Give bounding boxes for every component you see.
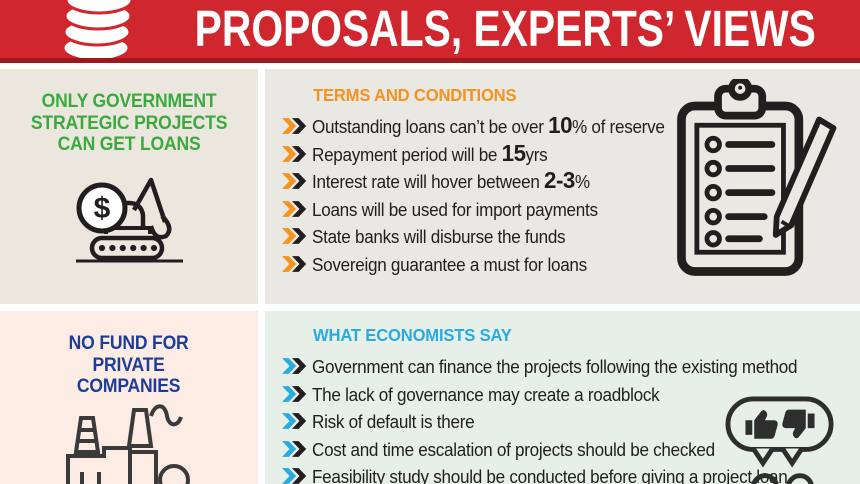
bullet-text: Interest rate will hover between 2-3% (312, 167, 590, 193)
no-fund-heading: NO FUND FOR PRIVATE COMPANIES (69, 332, 189, 397)
header-banner: PROPOSALS, EXPERTS’ VIEWS (0, 0, 860, 63)
double-chevron-icon (282, 466, 312, 484)
economists-bullet-item: Government can finance the projects foll… (282, 352, 860, 380)
section-strategic-projects: ONLY GOVERNMENT STRATEGIC PROJECTS CAN G… (0, 69, 258, 304)
double-chevron-icon (282, 116, 312, 144)
terms-bullet-list: Outstanding loans can’t be over 10% of r… (282, 112, 860, 277)
excavator-dollar-icon: $ (72, 170, 187, 270)
coin-stack-icon (56, 0, 148, 69)
double-chevron-icon (282, 384, 312, 412)
bullet-text: Outstanding loans can’t be over 10% of r… (312, 112, 665, 138)
section-no-fund-private: NO FUND FOR PRIVATE COMPANIES (0, 311, 258, 484)
economists-bullet-list: Government can finance the projects foll… (282, 352, 860, 484)
section-what-economists-say: WHAT ECONOMISTS SAY Government can finan… (265, 311, 860, 484)
header-stripe (0, 58, 860, 63)
highlight-number: 10 (548, 112, 573, 138)
double-chevron-icon (282, 144, 312, 172)
double-chevron-icon (282, 171, 312, 199)
highlight-number: 2-3 (544, 167, 575, 193)
economists-bullet-item: Cost and time escalation of projects sho… (282, 435, 860, 463)
economists-heading: WHAT ECONOMISTS SAY (313, 325, 512, 345)
highlight-number: 15 (501, 139, 526, 166)
double-chevron-icon (282, 226, 312, 254)
bullet-text: Loans will be used for import payments (312, 199, 598, 220)
bullet-text: Sovereign guarantee a must for loans (312, 254, 587, 275)
bullet-text: State banks will disburse the funds (312, 227, 566, 247)
bullet-text: Risk of default is there (312, 412, 475, 432)
clipboard-checklist-icon (668, 76, 846, 291)
terms-bullet-item: Sovereign guarantee a must for loans (282, 250, 860, 278)
terms-bullet-item: Outstanding loans can’t be over 10% of r… (282, 112, 860, 140)
bullet-text: Cost and time escalation of projects sho… (312, 439, 715, 460)
strategic-heading: ONLY GOVERNMENT STRATEGIC PROJECTS CAN G… (30, 90, 228, 155)
factory-icon (54, 402, 204, 484)
svg-text:$: $ (93, 192, 110, 225)
double-chevron-icon (282, 254, 312, 282)
economists-bullet-item: Feasibility study should be conducted be… (282, 462, 860, 484)
terms-heading: TERMS AND CONDITIONS (313, 85, 517, 105)
economists-bullet-item: Risk of default is there (282, 407, 860, 435)
bullet-text: Government can finance the projects foll… (312, 357, 798, 377)
sections-grid: ONLY GOVERNMENT STRATEGIC PROJECTS CAN G… (0, 69, 860, 484)
double-chevron-icon (282, 439, 312, 467)
terms-bullet-item: Interest rate will hover between 2-3% (282, 167, 860, 195)
double-chevron-icon (282, 356, 312, 384)
economists-bullet-item: The lack of governance may create a road… (282, 380, 860, 408)
terms-bullet-item: Loans will be used for import payments (282, 195, 860, 223)
double-chevron-icon (282, 199, 312, 227)
bullet-text: Repayment period will be 15yrs (312, 139, 548, 166)
bullet-text: Feasibility study should be conducted be… (312, 467, 788, 484)
feedback-thumbs-icon (724, 395, 836, 484)
terms-bullet-item: State banks will disburse the funds (282, 222, 860, 250)
page-title: PROPOSALS, EXPERTS’ VIEWS (194, 0, 816, 57)
terms-bullet-item: Repayment period will be 15yrs (282, 140, 860, 168)
double-chevron-icon (282, 411, 312, 439)
bullet-text: The lack of governance may create a road… (312, 384, 660, 405)
section-terms-and-conditions: TERMS AND CONDITIONS Outstanding loans c… (265, 69, 860, 304)
